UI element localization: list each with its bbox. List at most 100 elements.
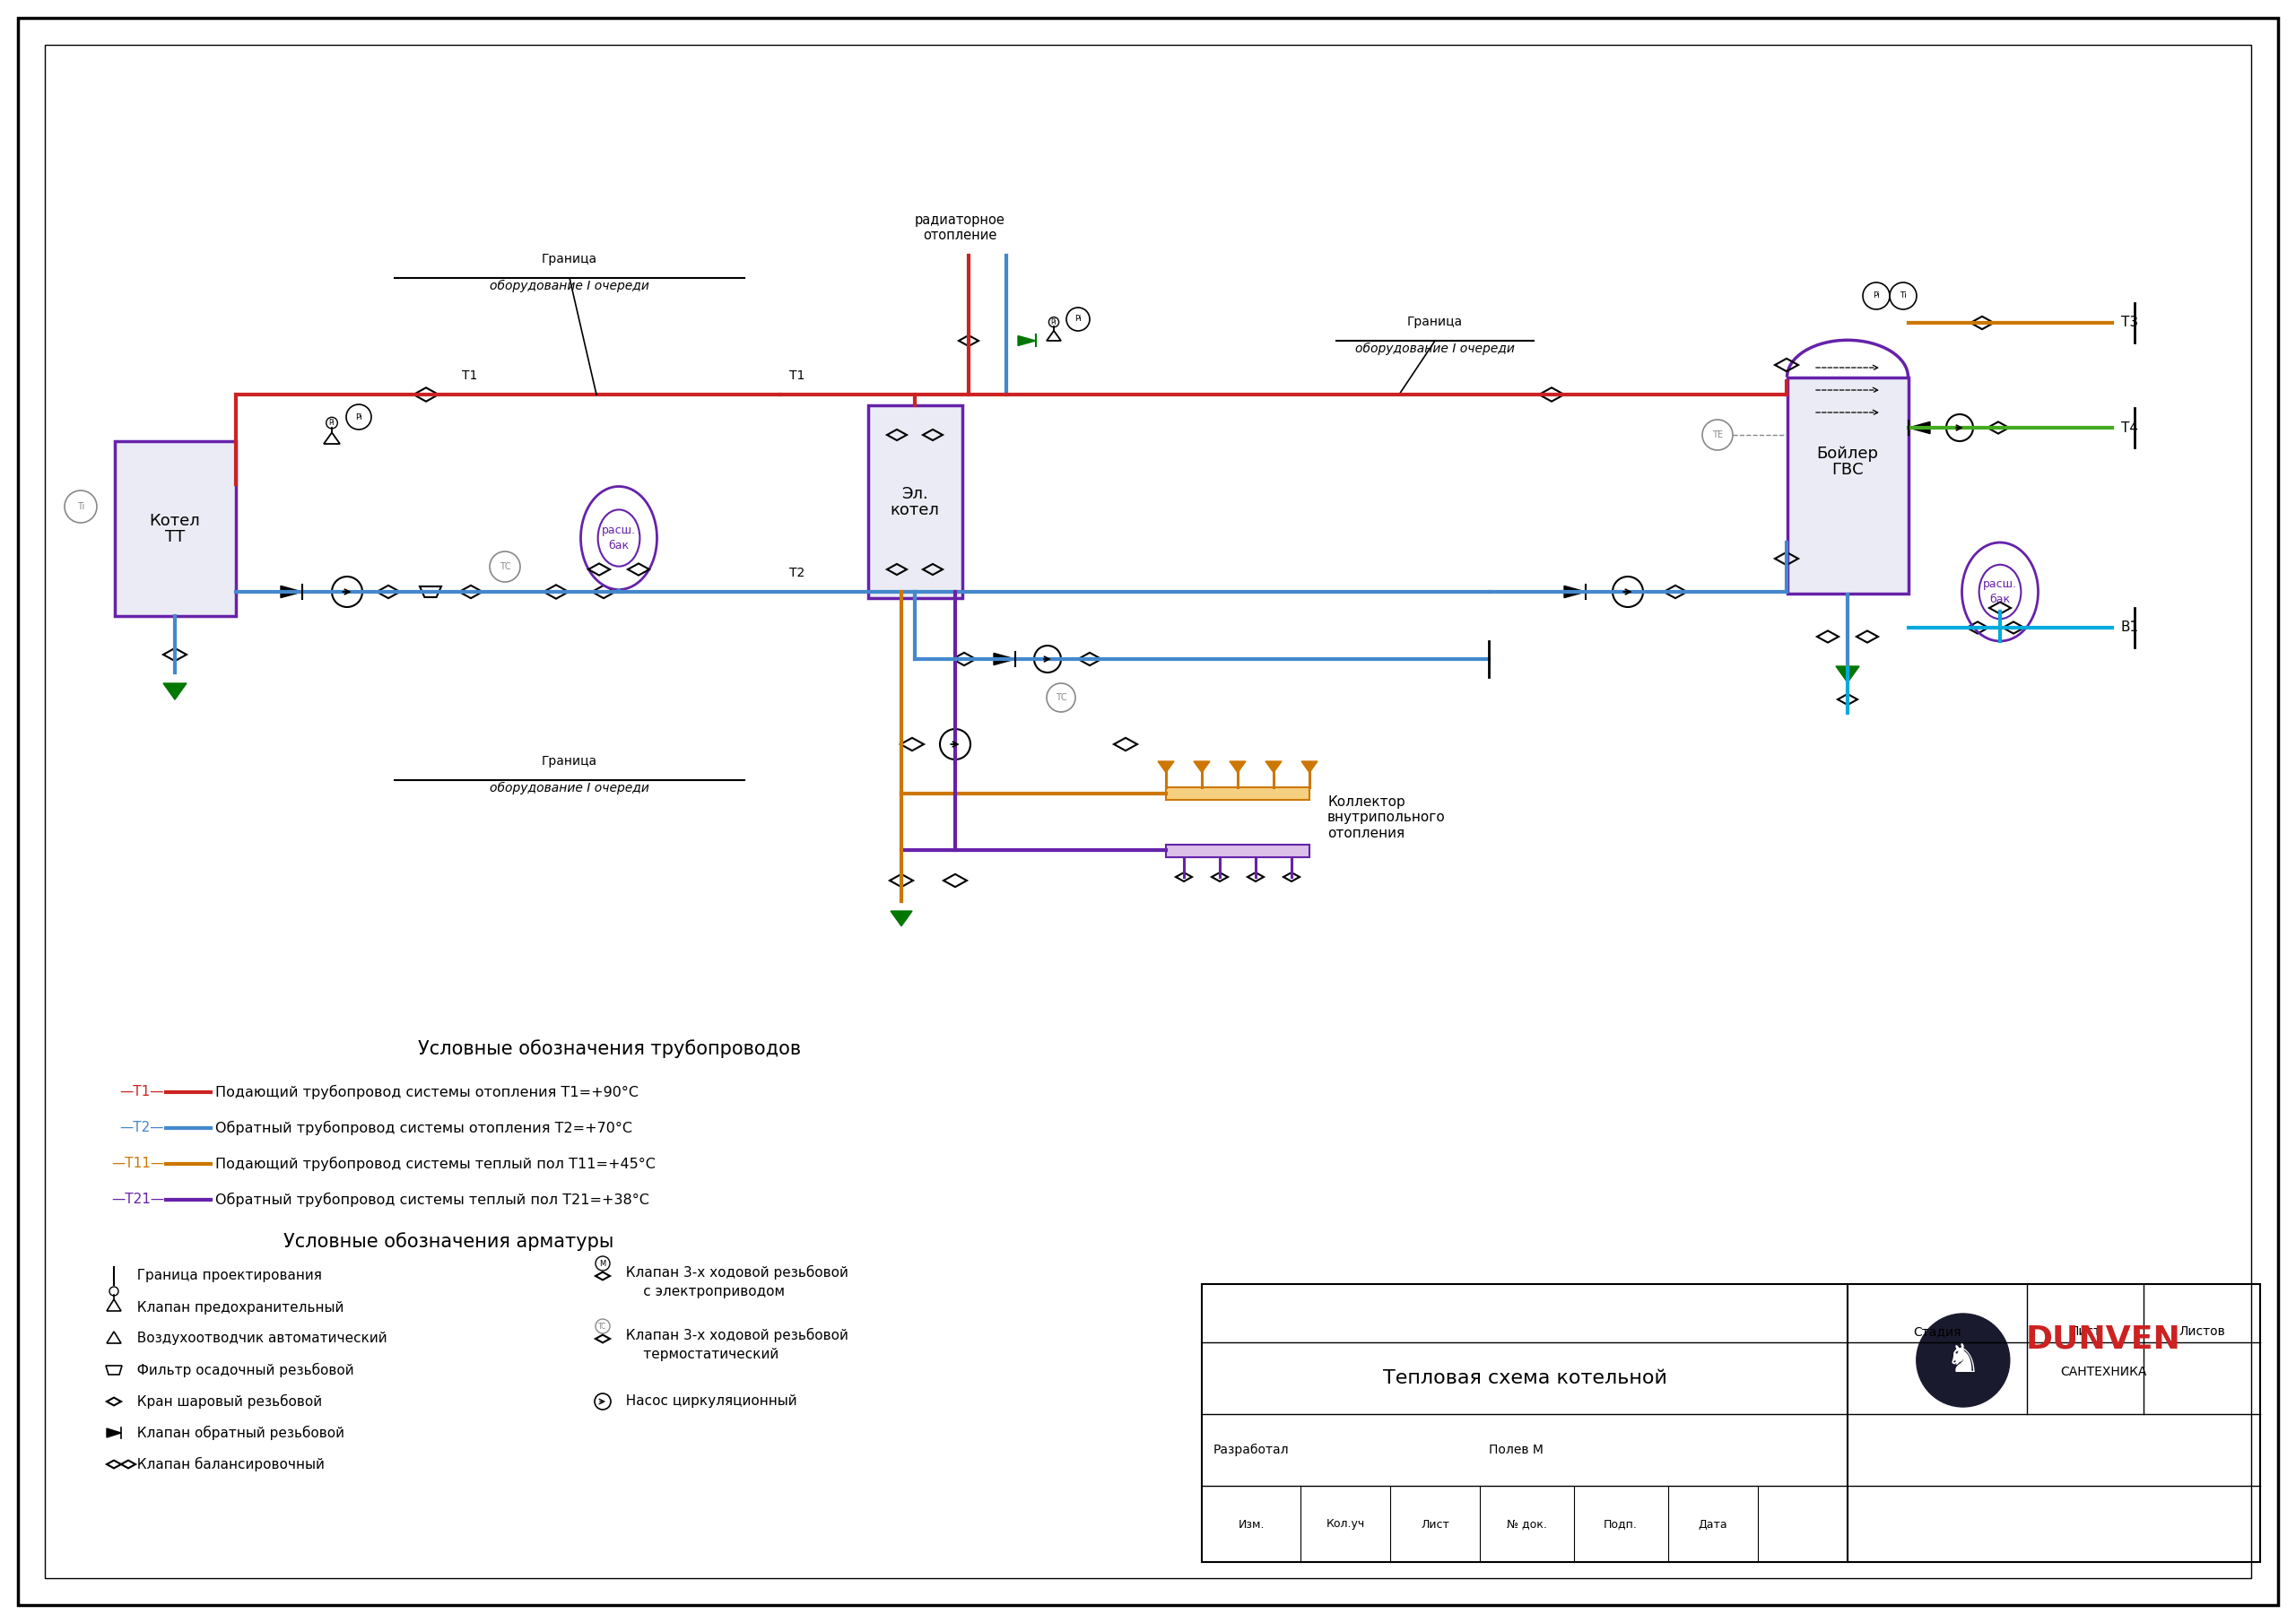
Text: Клапан балансировочный: Клапан балансировочный	[129, 1457, 324, 1472]
Text: расш.: расш.	[602, 524, 636, 537]
Text: Граница: Граница	[542, 755, 597, 768]
Text: T1: T1	[790, 370, 806, 381]
Text: Коллектор
внутрипольного
отопления: Коллектор внутрипольного отопления	[1327, 795, 1446, 841]
Text: Кран шаровый резьбовой: Кран шаровый резьбовой	[129, 1394, 321, 1409]
Text: Клапан предохранительный: Клапан предохранительный	[129, 1300, 344, 1315]
Polygon shape	[1265, 761, 1281, 773]
Text: —T11—: —T11—	[110, 1157, 163, 1170]
Circle shape	[1890, 282, 1917, 310]
Text: котел: котел	[891, 502, 939, 518]
Text: расш.: расш.	[1984, 579, 2018, 591]
Text: —T21—: —T21—	[110, 1193, 163, 1206]
Polygon shape	[994, 652, 1015, 665]
Circle shape	[110, 1287, 119, 1295]
Circle shape	[1862, 282, 1890, 310]
Polygon shape	[1157, 761, 1173, 773]
Text: Подающий трубопровод системы отопления T1=+90°C: Подающий трубопровод системы отопления T…	[216, 1084, 638, 1099]
Text: Подп.: Подп.	[1603, 1519, 1637, 1530]
Text: T3: T3	[2122, 316, 2138, 329]
Text: Условные обозначения трубопроводов: Условные обозначения трубопроводов	[418, 1040, 801, 1058]
Text: оборудование I очереди: оборудование I очереди	[1355, 342, 1515, 355]
Text: Лист: Лист	[2069, 1326, 2101, 1337]
Text: DUNVEN: DUNVEN	[2025, 1324, 2181, 1355]
Text: Граница проектирования: Граница проектирования	[129, 1269, 321, 1282]
Text: бак: бак	[608, 539, 629, 552]
Text: № док.: № док.	[1506, 1519, 1548, 1530]
Circle shape	[1049, 316, 1058, 328]
Text: Pi: Pi	[356, 412, 363, 420]
Text: Ti: Ti	[1899, 292, 1906, 300]
Text: Граница: Граница	[542, 253, 597, 266]
Bar	[1166, 844, 1309, 857]
Text: оборудование I очереди: оборудование I очереди	[489, 782, 650, 795]
Bar	[1166, 787, 1309, 800]
Polygon shape	[1908, 422, 1931, 433]
Text: Листов: Листов	[2179, 1326, 2225, 1337]
Circle shape	[595, 1319, 611, 1334]
Text: —T1—: —T1—	[119, 1086, 163, 1099]
Polygon shape	[163, 683, 186, 700]
Text: Фильтр осадочный резьбовой: Фильтр осадочный резьбовой	[129, 1363, 354, 1378]
Text: ТС: ТС	[1056, 693, 1068, 703]
Text: ТС: ТС	[498, 562, 510, 571]
Text: Клапан обратный резьбовой: Клапан обратный резьбовой	[129, 1425, 344, 1440]
Text: Кол.уч: Кол.уч	[1325, 1519, 1364, 1530]
Circle shape	[1917, 1313, 2009, 1407]
Bar	[868, 406, 962, 599]
Text: оборудование I очереди: оборудование I очереди	[489, 279, 650, 292]
Text: ТТ: ТТ	[165, 529, 186, 545]
Text: Pi: Pi	[328, 419, 335, 427]
Text: ГВС: ГВС	[1832, 463, 1864, 477]
Circle shape	[1065, 308, 1091, 331]
Text: Воздухоотводчик автоматический: Воздухоотводчик автоматический	[129, 1332, 388, 1345]
Polygon shape	[1194, 761, 1210, 773]
Text: термостатический: термостатический	[618, 1349, 778, 1362]
Text: Полев М: Полев М	[1488, 1444, 1543, 1456]
Bar	[115, 441, 236, 617]
Polygon shape	[1564, 586, 1587, 597]
Text: Клапан 3-х ходовой резьбовой: Клапан 3-х ходовой резьбовой	[618, 1328, 847, 1342]
Text: Дата: Дата	[1699, 1519, 1727, 1530]
Polygon shape	[280, 586, 303, 597]
Text: Ti: Ti	[78, 502, 85, 511]
Polygon shape	[891, 911, 912, 927]
Circle shape	[326, 417, 338, 428]
Circle shape	[489, 552, 521, 583]
Text: Стадия: Стадия	[1913, 1326, 1961, 1337]
Text: Pi: Pi	[1075, 315, 1081, 323]
Text: Pi: Pi	[1052, 318, 1056, 326]
Text: Подающий трубопровод системы теплый пол T11=+45°C: Подающий трубопровод системы теплый пол …	[216, 1157, 654, 1172]
Text: TC: TC	[599, 1323, 606, 1331]
Circle shape	[1047, 683, 1075, 712]
Circle shape	[347, 404, 372, 430]
Text: —T2—: —T2—	[119, 1121, 163, 1134]
Text: Котел: Котел	[149, 513, 200, 529]
Text: T2: T2	[790, 566, 804, 579]
Polygon shape	[1837, 665, 1860, 683]
Text: Насос циркуляционный: Насос циркуляционный	[618, 1394, 797, 1409]
Text: Разработал: Разработал	[1212, 1443, 1288, 1456]
Text: Бойлер: Бойлер	[1816, 446, 1878, 463]
Text: Обратный трубопровод системы отопления T2=+70°C: Обратный трубопровод системы отопления T…	[216, 1121, 631, 1134]
Polygon shape	[1302, 761, 1318, 773]
Text: T4: T4	[2122, 420, 2138, 435]
Text: ♞: ♞	[1945, 1341, 1981, 1380]
Text: Условные обозначения арматуры: Условные обозначения арматуры	[282, 1232, 613, 1251]
Polygon shape	[1017, 336, 1035, 346]
Text: T1: T1	[461, 370, 478, 381]
Text: радиаторное
отопление: радиаторное отопление	[914, 213, 1006, 242]
Text: B1: B1	[2122, 622, 2140, 635]
Circle shape	[1701, 420, 1733, 450]
Text: Эл.: Эл.	[902, 485, 928, 502]
Text: Граница: Граница	[1407, 315, 1463, 328]
Text: Pi: Pi	[1874, 292, 1880, 300]
Text: Тепловая схема котельной: Тепловая схема котельной	[1382, 1370, 1667, 1388]
Text: TE: TE	[1713, 430, 1722, 440]
Bar	[1201, 1284, 2259, 1561]
Text: Изм.: Изм.	[1238, 1519, 1265, 1530]
Circle shape	[595, 1256, 611, 1271]
Bar	[1786, 377, 1908, 594]
Text: Обратный трубопровод системы теплый пол T21=+38°C: Обратный трубопровод системы теплый пол …	[216, 1193, 650, 1208]
Polygon shape	[1231, 761, 1247, 773]
Text: Клапан 3-х ходовой резьбовой: Клапан 3-х ходовой резьбовой	[618, 1266, 847, 1279]
